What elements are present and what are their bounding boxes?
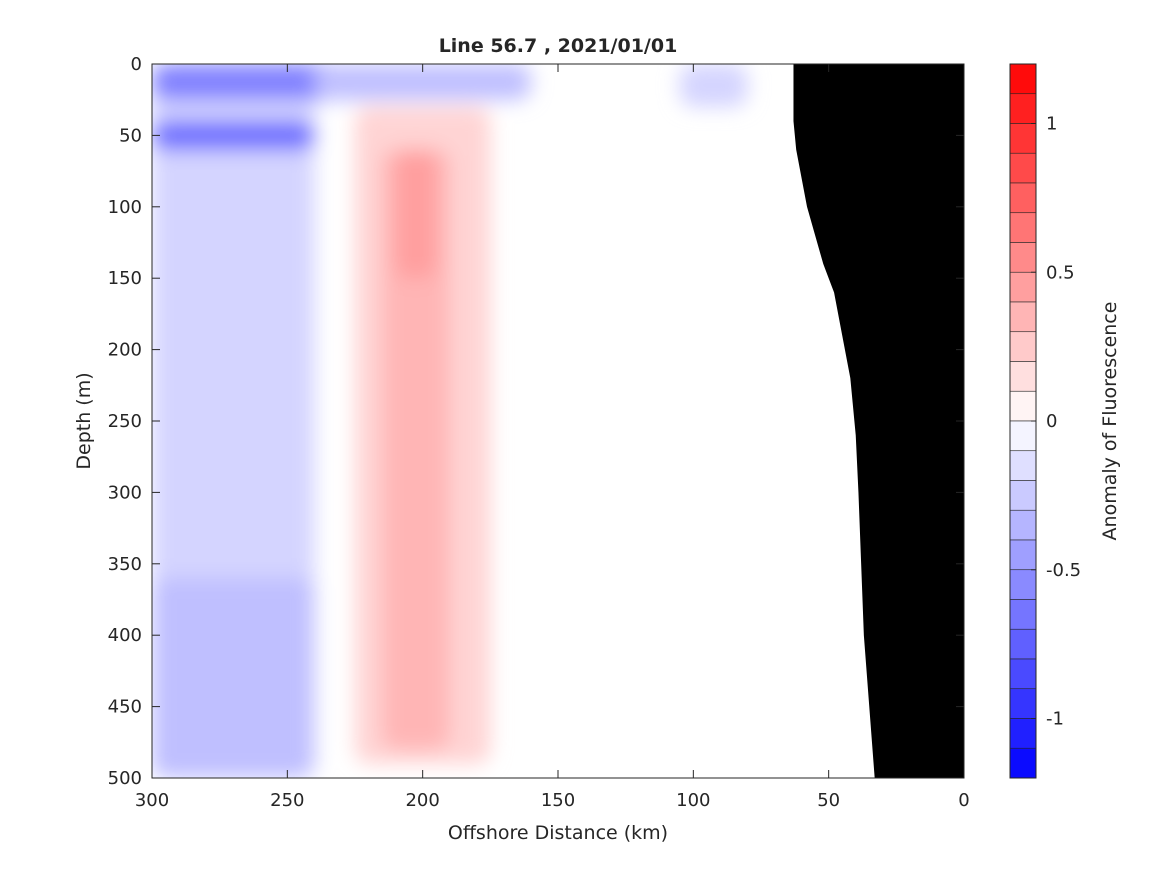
colorbar-level (1009, 242, 1037, 273)
y-tick-label: 100 (108, 197, 142, 218)
colorbar-level (1009, 509, 1037, 541)
colorbar-level (1009, 688, 1037, 719)
anomaly-band (152, 121, 315, 150)
x-tick-label: 300 (135, 790, 169, 811)
colorbar-level (1009, 569, 1037, 600)
y-tick-label: 450 (108, 697, 142, 718)
colorbar: 1 0.5 0 -0.5 -1 (1009, 63, 1081, 779)
anomaly-band (395, 149, 437, 279)
colorbar-level (1009, 271, 1037, 303)
anomaly-band (152, 578, 315, 778)
y-tick-label: 0 (131, 54, 142, 75)
colorbar-level (1009, 390, 1037, 422)
y-tick-label: 500 (108, 768, 142, 789)
colorbar-tick-label: 0.5 (1046, 262, 1075, 283)
colorbar-tick-label: 1 (1046, 114, 1057, 135)
x-tick-label: 200 (405, 790, 439, 811)
y-tick-label: 400 (108, 625, 142, 646)
x-tick-label: 100 (676, 790, 710, 811)
colorbar-tick-label: 0 (1046, 411, 1057, 432)
anomaly-band (314, 64, 531, 100)
x-axis: 300 250 200 150 100 50 0 (135, 64, 970, 811)
colorbar-tick-label: -1 (1046, 709, 1064, 730)
colorbar-level (1009, 331, 1037, 362)
colorbar-level (1009, 718, 1037, 749)
anomaly-band (382, 149, 450, 750)
colorbar-level (1009, 628, 1037, 660)
colorbar-level (1009, 212, 1037, 243)
anomaly-field (152, 64, 870, 778)
x-tick-label: 0 (958, 790, 969, 811)
x-tick-label: 250 (270, 790, 304, 811)
chart-title: Line 56.7 , 2021/01/01 (439, 35, 678, 57)
y-tick-label: 350 (108, 554, 142, 575)
colorbar-label: Anomaly of Fluorescence (1099, 302, 1121, 541)
colorbar-level (1009, 63, 1037, 95)
colorbar-level (1009, 93, 1037, 124)
y-tick-label: 250 (108, 411, 142, 432)
colorbar-level (1009, 599, 1037, 630)
y-axis-label: Depth (m) (73, 372, 95, 469)
y-tick-label: 150 (108, 268, 142, 289)
bathymetry-area (793, 64, 964, 778)
y-tick-label: 50 (119, 125, 142, 146)
y-axis: 0 50 100 150 200 250 300 350 400 450 500 (108, 54, 964, 789)
colorbar-level (1009, 420, 1037, 452)
colorbar-level (1009, 123, 1037, 154)
x-tick-label: 50 (817, 790, 840, 811)
colorbar-tick-label: -0.5 (1046, 560, 1081, 581)
colorbar-level (1009, 152, 1037, 184)
x-tick-label: 150 (541, 790, 575, 811)
anomaly-band (679, 64, 748, 107)
colorbar-level (1009, 658, 1037, 690)
y-tick-label: 300 (108, 482, 142, 503)
colorbar-level (1009, 301, 1037, 333)
colorbar-level (1009, 480, 1037, 511)
colorbar-level (1009, 747, 1037, 779)
colorbar-level (1009, 450, 1037, 481)
y-tick-label: 200 (108, 340, 142, 361)
colorbar-level (1009, 182, 1037, 214)
x-axis-label: Offshore Distance (km) (448, 822, 668, 844)
colorbar-level (1009, 539, 1037, 571)
colorbar-level (1009, 361, 1037, 392)
colorbar-frame (1009, 63, 1037, 779)
